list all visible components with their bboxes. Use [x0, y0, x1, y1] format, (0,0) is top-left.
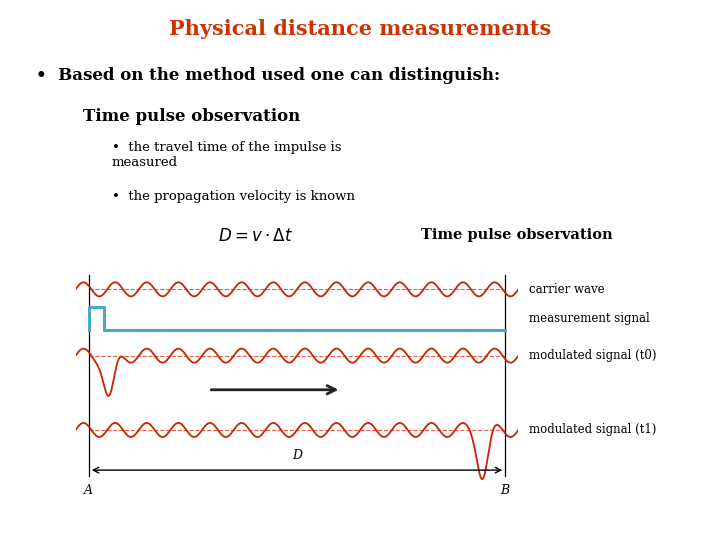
Text: B: B: [500, 484, 510, 497]
Text: carrier wave: carrier wave: [529, 283, 605, 296]
Text: •  Based on the method used one can distinguish:: • Based on the method used one can disti…: [36, 68, 500, 84]
Text: D: D: [292, 449, 302, 462]
Text: •  the travel time of the impulse is
measured: • the travel time of the impulse is meas…: [112, 141, 341, 170]
Text: •  the propagation velocity is known: • the propagation velocity is known: [112, 190, 355, 203]
Text: Time pulse observation: Time pulse observation: [83, 108, 300, 125]
Text: Time pulse observation: Time pulse observation: [421, 228, 613, 242]
Text: modulated signal (t1): modulated signal (t1): [529, 423, 657, 436]
Text: Physical distance measurements: Physical distance measurements: [169, 19, 551, 39]
Text: modulated signal (t0): modulated signal (t0): [529, 349, 657, 362]
Text: measurement signal: measurement signal: [529, 312, 650, 325]
Text: A: A: [84, 484, 94, 497]
Text: $D = v \cdot \Delta t$: $D = v \cdot \Delta t$: [218, 228, 293, 245]
